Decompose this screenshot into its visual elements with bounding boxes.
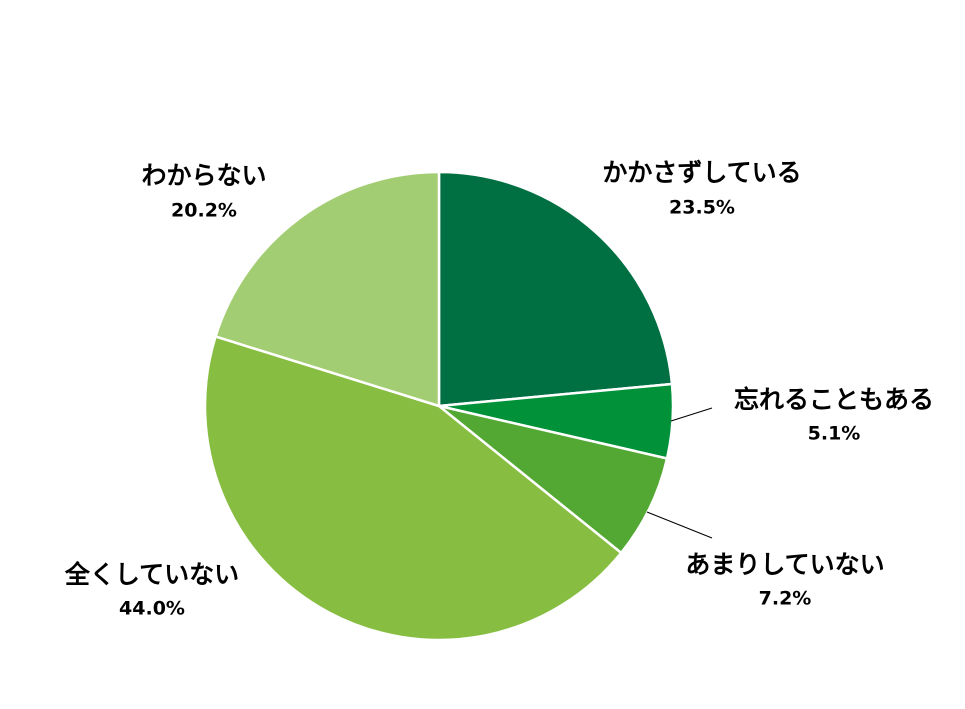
slice-value-label-3: 7.2% bbox=[759, 588, 812, 610]
leader-lines bbox=[646, 407, 713, 539]
slice-value-label-1: 23.5% bbox=[669, 197, 735, 219]
slice-value-label-5: 20.2% bbox=[171, 200, 237, 222]
leader-line-2 bbox=[670, 407, 713, 422]
leader-line-3 bbox=[646, 511, 713, 539]
pie-slices bbox=[203, 170, 675, 642]
pie-slice-4 bbox=[203, 335, 623, 642]
pie-slice-3 bbox=[437, 404, 669, 555]
slice-value-label-4: 44.0% bbox=[119, 598, 185, 620]
slice-label-2: 忘れることもある bbox=[734, 385, 934, 414]
slice-label-3: あまりしていない bbox=[685, 550, 884, 579]
slice-labels: かかさずしている 23.5% 忘れることもある 5.1% あまりしていない 7.2% 全くし… bbox=[64, 158, 934, 620]
slice-value-label-2: 5.1% bbox=[808, 423, 861, 445]
pie-slice-5 bbox=[214, 170, 441, 408]
slice-label-1: かかさずしている bbox=[602, 158, 801, 187]
slice-label-4: 全くしていない bbox=[64, 560, 239, 589]
slice-label-5: わからない bbox=[141, 161, 266, 190]
pie-slice-1 bbox=[437, 170, 674, 408]
